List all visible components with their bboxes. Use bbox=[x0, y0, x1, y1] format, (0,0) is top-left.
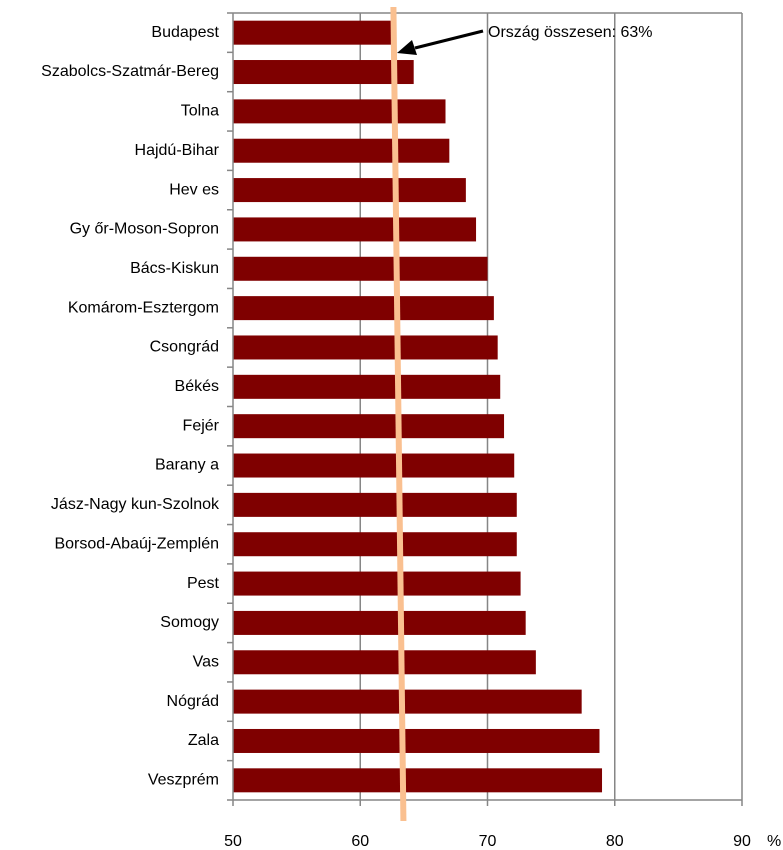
bar-10 bbox=[233, 414, 505, 439]
bar-0 bbox=[233, 20, 394, 45]
category-label-10: Fejér bbox=[183, 417, 220, 434]
bar-17 bbox=[233, 689, 582, 714]
x-tick-label-90: 90 bbox=[733, 833, 751, 850]
bar-5 bbox=[233, 217, 477, 242]
bar-9 bbox=[233, 374, 501, 399]
gridlines bbox=[233, 12, 743, 800]
x-tick-label-50: 50 bbox=[224, 833, 242, 850]
category-label-5: Gy őr-Moson-Sopron bbox=[70, 221, 219, 238]
category-label-9: Békés bbox=[175, 378, 219, 395]
reference-line-group: Ország összesen: 63% bbox=[390, 6, 653, 822]
bar-15 bbox=[233, 610, 526, 635]
x-tick-label-70: 70 bbox=[479, 833, 497, 850]
category-label-19: Veszprém bbox=[148, 772, 219, 789]
category-label-13: Borsod-Abaúj-Zemplén bbox=[54, 535, 219, 552]
bar-14 bbox=[233, 571, 521, 596]
reference-line-label: Ország összesen: 63% bbox=[488, 24, 653, 41]
x-tick-labels: 50 60 70 80 90 bbox=[224, 833, 751, 850]
bar-3 bbox=[233, 138, 450, 163]
bar-6 bbox=[233, 256, 488, 281]
category-label-7: Komárom-Esztergom bbox=[68, 299, 219, 316]
reference-line bbox=[390, 6, 407, 822]
category-label-8: Csongrád bbox=[150, 339, 219, 356]
bar-11 bbox=[233, 453, 515, 478]
category-label-17: Nógrád bbox=[167, 693, 219, 710]
category-label-4: Hev es bbox=[169, 181, 219, 198]
category-label-2: Tolna bbox=[181, 103, 219, 120]
bar-16 bbox=[233, 650, 536, 675]
bar-19 bbox=[233, 768, 603, 793]
x-tick-label-60: 60 bbox=[351, 833, 369, 850]
category-label-12: Jász-Nagy kun-Szolnok bbox=[51, 496, 220, 513]
category-label-15: Somogy bbox=[160, 614, 219, 631]
bar-1 bbox=[233, 60, 414, 85]
bar-7 bbox=[233, 296, 494, 321]
bar-8 bbox=[233, 335, 498, 360]
x-axis-unit: % bbox=[767, 833, 781, 850]
x-tick-label-80: 80 bbox=[606, 833, 624, 850]
bar-12 bbox=[233, 492, 517, 517]
category-label-0: Budapest bbox=[151, 24, 219, 41]
category-label-3: Hajdú-Bihar bbox=[135, 142, 220, 159]
bar-18 bbox=[233, 728, 600, 753]
category-label-11: Barany a bbox=[155, 457, 219, 474]
category-label-6: Bács-Kiskun bbox=[130, 260, 219, 277]
category-label-14: Pest bbox=[187, 575, 220, 592]
axes bbox=[227, 12, 743, 806]
bars bbox=[233, 20, 603, 793]
category-labels: Budapest Szabolcs-Szatmár-Bereg Tolna Hajdú… bbox=[41, 24, 220, 789]
bar-4 bbox=[233, 178, 466, 203]
annotation-arrow-shaft bbox=[414, 29, 484, 50]
bar-13 bbox=[233, 532, 517, 557]
annotation-arrowhead bbox=[397, 40, 417, 55]
category-label-16: Vas bbox=[193, 653, 219, 670]
category-label-18: Zala bbox=[188, 732, 219, 749]
bar-2 bbox=[233, 99, 446, 124]
category-label-1: Szabolcs-Szatmár-Bereg bbox=[41, 63, 219, 80]
